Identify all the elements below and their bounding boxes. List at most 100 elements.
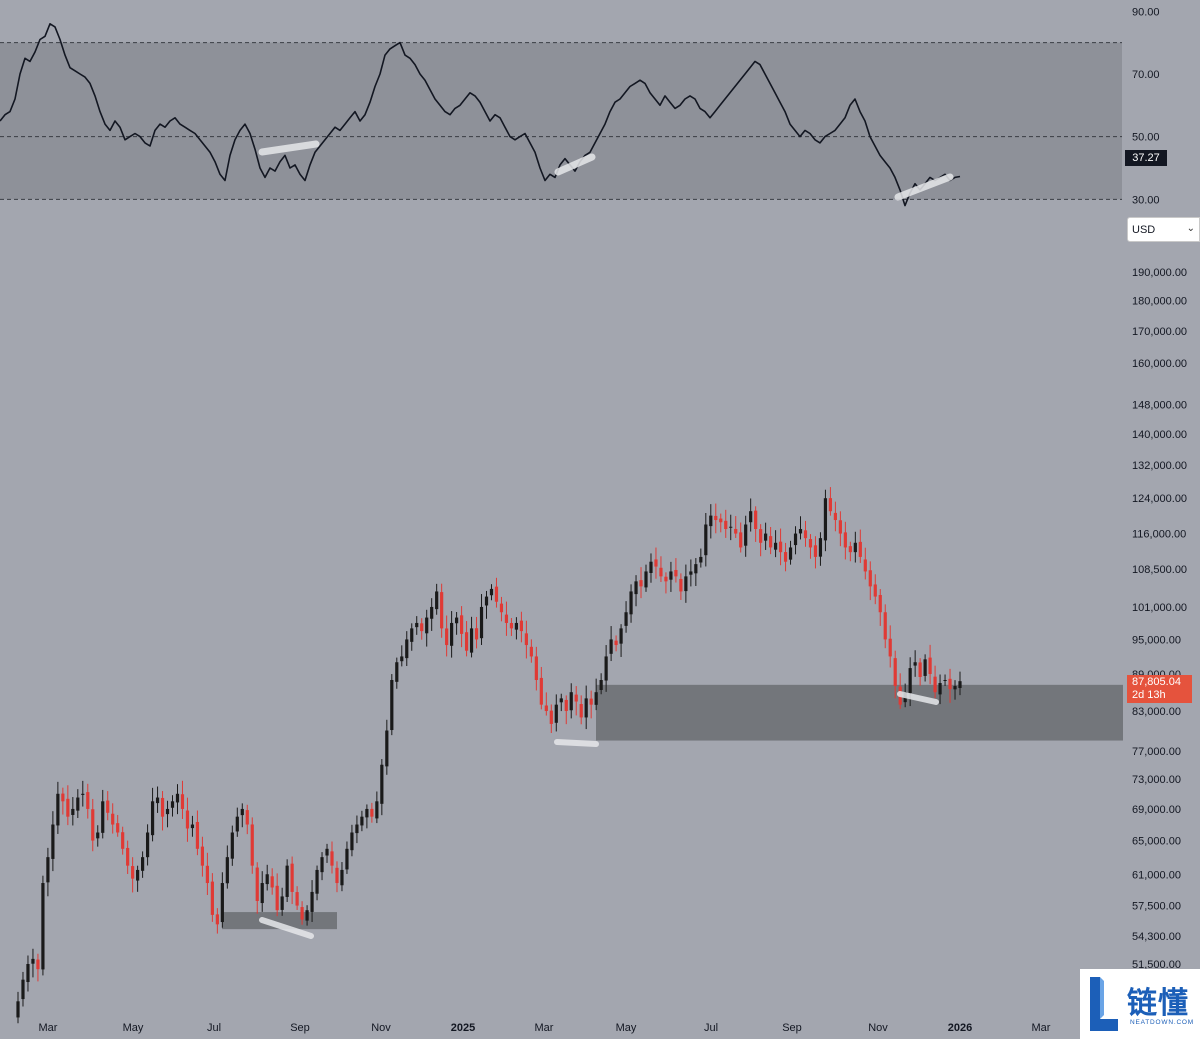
candle-body (694, 564, 698, 574)
rsi-highlight (894, 173, 954, 201)
candle-body (320, 857, 324, 873)
price-y-tick: 57,500.00 (1132, 901, 1181, 913)
candle-body (734, 528, 738, 534)
candle-body (61, 793, 65, 802)
candle-body (724, 520, 728, 530)
candle-body (300, 907, 304, 920)
candle-body (564, 699, 568, 712)
candle-body (764, 533, 768, 541)
candle-body (136, 869, 140, 881)
candle-body (66, 798, 70, 817)
candle-body (828, 498, 833, 512)
candle-body (928, 657, 932, 675)
candle-body (649, 561, 653, 573)
candle-body (270, 876, 274, 888)
price-y-tick: 160,000.00 (1132, 358, 1187, 370)
candle-body (499, 603, 504, 613)
rsi-value-badge: 37.27 (1125, 150, 1167, 166)
x-tick-label: May (123, 1022, 144, 1034)
candle-body (405, 639, 409, 659)
candle-body (41, 883, 45, 970)
candle-body (56, 793, 60, 826)
candle-body (664, 576, 668, 582)
candle-body (719, 518, 723, 523)
candle-body (769, 536, 773, 548)
candle-body (604, 656, 608, 681)
logo-mark-icon (1090, 977, 1118, 1031)
candle-body (76, 797, 80, 811)
candle-body (958, 681, 962, 688)
rsi-y-tick: 90.00 (1132, 6, 1160, 18)
candle-body (504, 614, 509, 623)
candle-body (31, 958, 35, 964)
candle-body (200, 846, 205, 866)
candle-body (245, 810, 249, 825)
candle-body (225, 857, 229, 884)
candle-body (121, 832, 125, 849)
candle-body (913, 662, 917, 666)
candle-body (709, 515, 713, 527)
candle-body (464, 632, 469, 651)
candle-body (624, 612, 628, 626)
candle-body (574, 694, 578, 702)
candle-body (106, 800, 110, 813)
rsi-band (0, 42, 1122, 200)
rsi-y-tick: 50.00 (1132, 132, 1160, 144)
candle-body (943, 680, 947, 682)
x-tick-label: Mar (535, 1022, 554, 1034)
candle-body (111, 813, 115, 825)
candle-body (539, 677, 543, 705)
currency-select[interactable]: USD ⌄ (1127, 217, 1200, 242)
candle-body (778, 541, 783, 553)
candle-body (325, 848, 329, 856)
price-y-tick: 190,000.00 (1132, 267, 1187, 279)
candle-body (96, 832, 100, 839)
candle-body (843, 532, 847, 548)
candle-body (933, 676, 937, 693)
candle-body (380, 764, 384, 804)
candle-body (395, 662, 399, 682)
candle-body (883, 612, 887, 640)
candle-body (813, 545, 818, 557)
candle-body (275, 885, 279, 911)
candle-body (654, 559, 658, 567)
candle-body (141, 857, 145, 871)
candle-body (190, 824, 195, 829)
price-y-tick: 180,000.00 (1132, 296, 1187, 308)
price-y-tick: 77,000.00 (1132, 746, 1181, 758)
candle-body (729, 526, 733, 528)
candle-body (340, 869, 344, 886)
candle-body (455, 617, 459, 624)
candle-body (639, 580, 643, 587)
candle-body (584, 698, 588, 718)
candle-body (938, 683, 942, 695)
price-y-tick: 101,000.00 (1132, 602, 1187, 614)
candle-body (410, 628, 414, 642)
candle-body (160, 797, 165, 817)
x-tick-label: Sep (290, 1022, 310, 1034)
candle-body (644, 571, 648, 588)
candle-body (714, 515, 718, 521)
candle-body (609, 639, 613, 654)
rsi-highlight (258, 140, 320, 156)
price-y-tick: 61,000.00 (1132, 869, 1181, 881)
candle-body (579, 704, 583, 718)
candle-body (250, 824, 254, 866)
price-y-tick: 132,000.00 (1132, 460, 1187, 472)
rsi-pane: 90.00 70.00 50.00 30.00 (0, 6, 1160, 207)
candle-body (385, 730, 389, 767)
candle-body (290, 863, 294, 892)
rsi-line (0, 23, 961, 207)
candle-body (634, 581, 638, 595)
candle-body (803, 530, 808, 539)
candle-body (524, 633, 528, 646)
candle-body (315, 869, 319, 894)
candle-body (415, 622, 419, 628)
candle-body (679, 578, 683, 592)
candle-body (749, 511, 753, 523)
price-y-tick: 116,000.00 (1132, 529, 1186, 541)
candle-body (534, 656, 538, 681)
candle-body (81, 793, 85, 795)
candle-body (255, 867, 259, 901)
candle-body (295, 892, 299, 906)
